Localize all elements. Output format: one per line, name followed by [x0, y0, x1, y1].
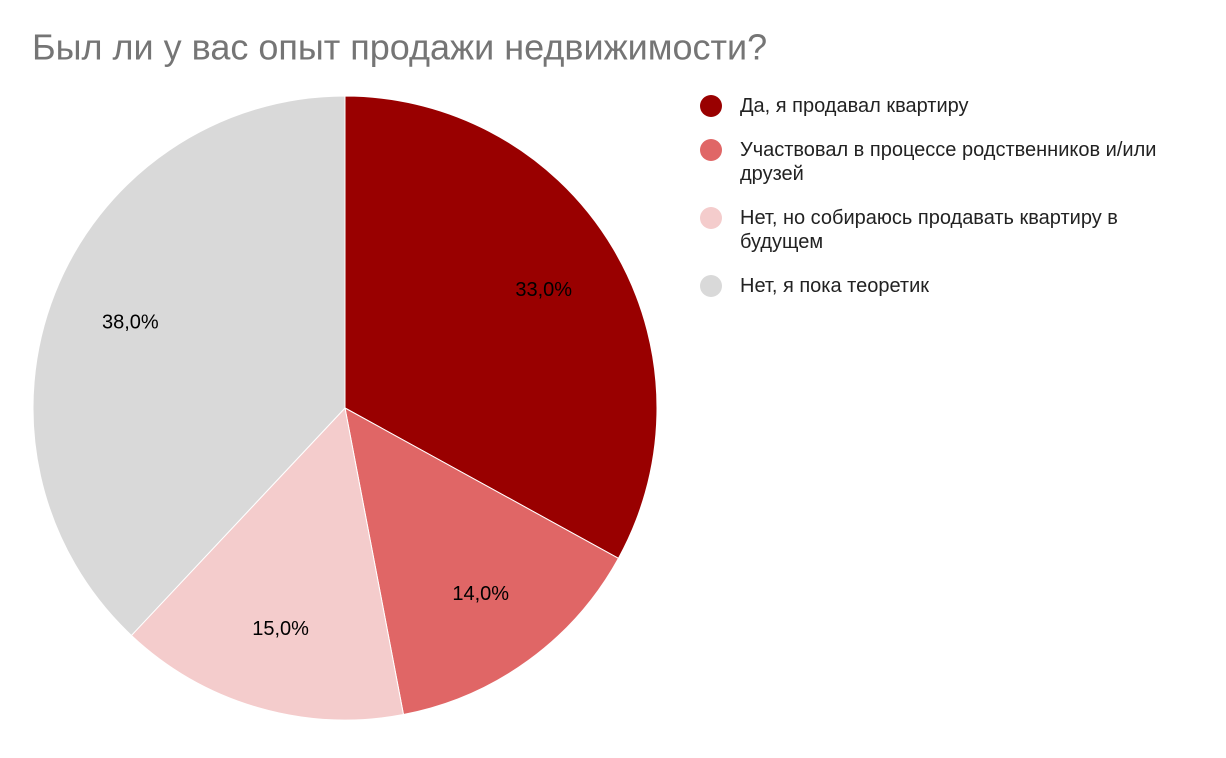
pie-slice: [344, 95, 658, 559]
pie-slice: [344, 407, 620, 716]
legend-item: Нет, но собираюсь продавать квартиру в б…: [700, 206, 1200, 254]
chart-title: Был ли у вас опыт продажи недвижимости?: [32, 27, 767, 68]
value-label: 38,0%: [102, 311, 159, 333]
value-label: 33,0%: [515, 279, 572, 301]
value-label: 15,0%: [252, 618, 309, 640]
legend-item: Нет, я пока теоретик: [700, 274, 1200, 298]
legend-swatch: [700, 139, 722, 161]
legend-item: Участвовал в процессе родственников и/ил…: [700, 138, 1200, 186]
legend-label: Нет, но собираюсь продавать квартиру в б…: [740, 207, 1118, 253]
value-label: 14,0%: [452, 583, 509, 605]
legend-label: Да, я продавал квартиру: [740, 95, 969, 117]
legend-swatch: [700, 95, 722, 117]
legend-swatch: [700, 275, 722, 297]
legend-label: Нет, я пока теоретик: [740, 275, 930, 297]
pie-slice: [32, 95, 346, 637]
legend-label: Участвовал в процессе родственников и/ил…: [740, 139, 1157, 185]
legend: Да, я продавал квартиру Участвовал в проц…: [700, 94, 1200, 318]
legend-swatch: [700, 207, 722, 229]
legend-item: Да, я продавал квартиру: [700, 94, 1200, 118]
pie-slice: [130, 406, 405, 721]
